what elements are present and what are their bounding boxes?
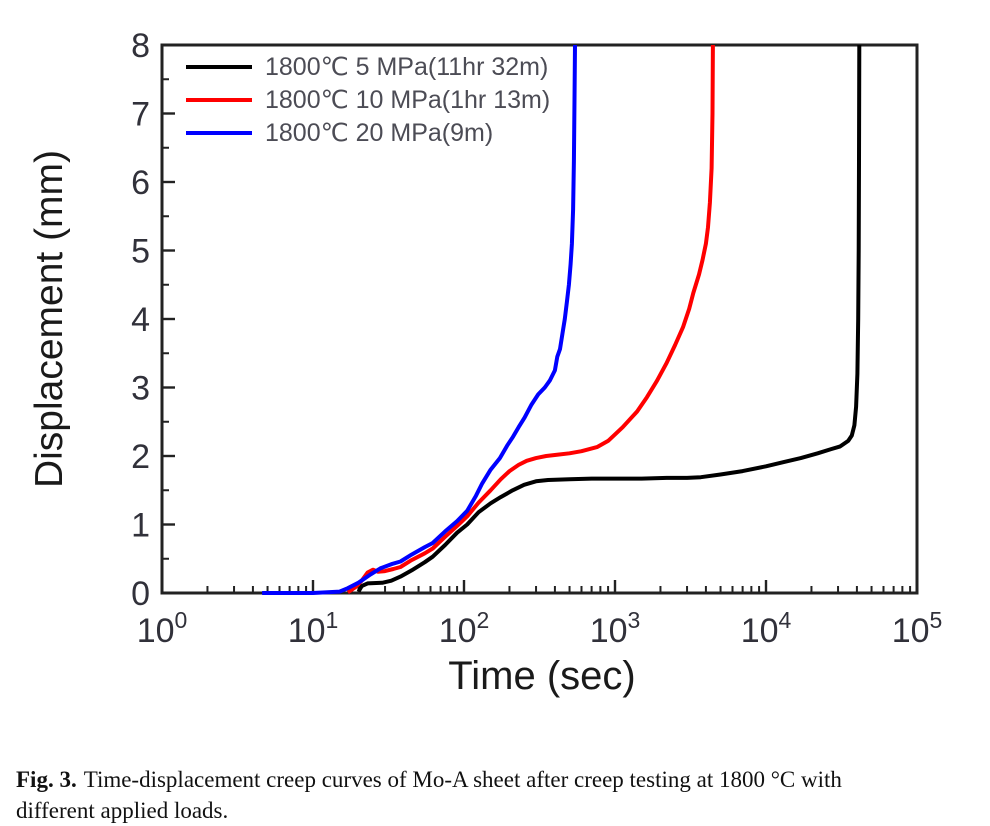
figure-caption-line2: different applied loads. [16, 798, 229, 823]
curve-1 [346, 44, 715, 594]
curve-0 [356, 44, 862, 593]
creep-chart: 100 101 102 103 104 105 0 1 2 3 4 5 6 7 8 Time (sec) D… [28, 27, 942, 698]
y-tick-label: 6 [131, 164, 150, 202]
legend-swatch [186, 97, 252, 102]
y-tick-label: 3 [131, 370, 150, 408]
figure-caption-label: Fig. 3. [16, 767, 77, 792]
figure-caption-line1: Time-displacement creep curves of Mo-A s… [83, 767, 842, 792]
y-tick-label: 1 [131, 507, 150, 545]
x-tick-label: 104 [741, 607, 792, 650]
x-tick-label: 100 [137, 607, 188, 650]
curve-2 [262, 44, 577, 595]
plot-frame [160, 43, 919, 595]
y-tick-label: 0 [131, 575, 150, 613]
legend-label: 1800℃ 10 MPa(1hr 13m) [265, 85, 551, 114]
x-tick-label: 105 [892, 607, 943, 650]
legend-swatch [186, 64, 252, 69]
y-tick-label: 8 [131, 27, 150, 65]
legend-label: 1800℃ 5 MPa(11hr 32m) [265, 52, 549, 81]
legend-item-20mpa: 1800℃ 20 MPa(9m) [186, 116, 550, 149]
y-tick-label: 7 [131, 96, 150, 134]
x-tick-label: 103 [590, 607, 641, 650]
chart-legend: 1800℃ 5 MPa(11hr 32m) 1800℃ 10 MPa(1hr 1… [186, 50, 550, 149]
y-tick-label: 5 [131, 233, 150, 271]
y-tick-label: 2 [131, 438, 150, 476]
y-axis-title: Displacement (mm) [28, 150, 71, 488]
major-ticks [160, 43, 919, 595]
minor-ticks [162, 78, 912, 593]
x-axis-title: Time (sec) [448, 654, 635, 698]
x-tick-label: 101 [288, 607, 339, 650]
tick-labels: 100 101 102 103 104 105 0 1 2 3 4 5 6 7 8 [131, 27, 942, 650]
legend-item-10mpa: 1800℃ 10 MPa(1hr 13m) [186, 83, 550, 116]
curves [262, 44, 862, 595]
y-tick-label: 4 [131, 301, 150, 339]
figure-caption: Fig. 3. Time-displacement creep curves of… [16, 764, 974, 826]
legend-swatch [186, 130, 252, 135]
legend-label: 1800℃ 20 MPa(9m) [265, 118, 494, 147]
x-tick-label: 102 [439, 607, 490, 650]
legend-item-5mpa: 1800℃ 5 MPa(11hr 32m) [186, 50, 550, 83]
